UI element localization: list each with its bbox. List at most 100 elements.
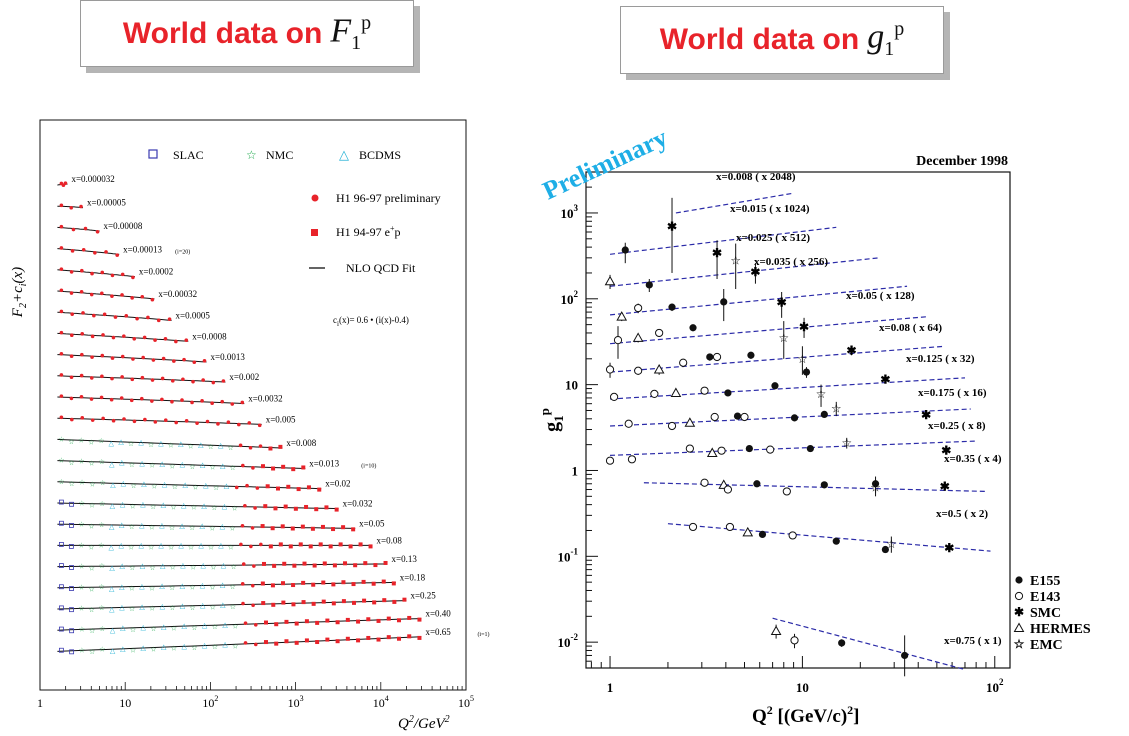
- smc-point: ✱: [941, 444, 951, 458]
- fixed-target-point: ☆: [170, 564, 176, 572]
- e143-point: [1014, 591, 1024, 601]
- h1-ep-point: [281, 464, 286, 469]
- h1-ep-point: [278, 542, 283, 547]
- left-series-label: x=0.005: [266, 414, 296, 424]
- e155-point: [820, 410, 828, 419]
- h1-ep-point: [382, 598, 387, 603]
- h1-ep-point: [402, 597, 407, 602]
- fixed-target-point: △: [221, 561, 227, 569]
- h1-prelim-point: [59, 203, 64, 208]
- right-x-tick-label: 102: [986, 677, 1004, 695]
- h1-prelim-point: [69, 333, 74, 337]
- h1-ep-point: [306, 485, 311, 490]
- right-fit-line: [609, 377, 966, 400]
- slac-point: [58, 626, 64, 632]
- h1-prelim-point: [135, 316, 139, 321]
- h1-ep-point: [386, 635, 391, 640]
- nmc-point: ☆: [88, 543, 94, 551]
- fixed-target-point: △: [119, 541, 125, 549]
- h1-prelim-point: [59, 373, 64, 377]
- h1-prelim-point: [174, 339, 178, 344]
- h1-ep-point: [293, 506, 298, 511]
- h1-prelim-point: [182, 357, 186, 362]
- hermes-point: [616, 311, 628, 321]
- smc-point: ✱: [750, 265, 760, 279]
- fixed-target-point: ☆: [150, 625, 156, 633]
- fixed-target-point: ☆: [188, 543, 194, 551]
- nmc-point: ☆: [79, 625, 85, 633]
- fixed-target-point: △: [119, 603, 125, 611]
- fixed-target-point: △: [141, 480, 147, 488]
- h1-prelim-point: [192, 360, 197, 365]
- h1-ep-point: [272, 563, 277, 568]
- h1-prelim-point: [81, 311, 85, 315]
- right-y-tick-label: 10-2: [558, 632, 579, 650]
- h1-ep-point: [371, 581, 376, 586]
- slac-point: [69, 565, 74, 570]
- fixed-target-point: ☆: [129, 585, 135, 593]
- h1-ep-point: [300, 524, 305, 529]
- left-series-label: x=0.0002: [139, 267, 173, 277]
- right-series-label: x=0.015 ( x 1024): [730, 203, 810, 215]
- nmc-point: ☆: [89, 648, 95, 656]
- fixed-target-point: △: [222, 641, 228, 649]
- h1-prelim-point: [230, 402, 235, 406]
- h1-prelim-point: [59, 267, 64, 271]
- fixed-target-point: △: [180, 461, 186, 469]
- h1-prelim-point: [100, 374, 104, 379]
- fixed-target-point: △: [200, 581, 206, 589]
- left-series-label: x=0.0008: [192, 331, 227, 341]
- nmc-point: ☆: [79, 646, 85, 654]
- fixed-target-point: △: [201, 561, 207, 569]
- h1-ep-point: [335, 639, 340, 644]
- left-x-tick-label: 104: [373, 694, 389, 710]
- nmc-point: ☆: [58, 457, 64, 465]
- right-fit-line: [609, 257, 880, 287]
- h1-ep-point: [351, 527, 356, 532]
- bcdms-point: △: [109, 564, 115, 572]
- e143-point: [613, 336, 623, 345]
- fixed-target-point: ☆: [210, 603, 216, 611]
- h1-prelim-point: [216, 422, 220, 426]
- left-series-note: (i=1): [477, 631, 489, 638]
- legend-bcdms-marker: △: [339, 147, 349, 162]
- h1-prelim-point: [237, 422, 241, 427]
- h1-prelim-point: [120, 375, 124, 379]
- nmc-point: ☆: [68, 459, 74, 467]
- emc-point: ☆: [831, 401, 842, 415]
- left-fit-curve: [57, 248, 120, 255]
- h1-ep-point: [283, 504, 288, 509]
- e143-point: [655, 328, 664, 338]
- h1-prelim-point: [251, 466, 255, 470]
- h1-ep-point: [312, 563, 317, 568]
- h1-prelim-point: [120, 293, 124, 297]
- e155-point: [881, 545, 889, 554]
- fixed-target-point: ☆: [169, 524, 175, 532]
- h1-prelim-point: [99, 395, 104, 400]
- h1-prelim-point: [80, 416, 85, 420]
- emc-point: ☆: [816, 387, 827, 401]
- h1-ep-point: [341, 580, 346, 585]
- h1-prelim-point: [172, 359, 176, 363]
- h1-prelim-point: [238, 443, 243, 448]
- h1-prelim-point: [191, 379, 195, 384]
- h1-prelim-point: [59, 246, 64, 250]
- nmc-point: ☆: [99, 458, 105, 466]
- e155-point: [733, 412, 742, 420]
- h1-ep-point: [294, 621, 299, 626]
- e143-point: [700, 386, 709, 395]
- e155-point: [832, 537, 840, 545]
- fixed-target-point: ☆: [128, 543, 134, 551]
- right-series-label: x=0.75 ( x 1): [944, 635, 1002, 647]
- right-title-text: World data on: [659, 23, 860, 56]
- fixed-target-point: △: [200, 602, 206, 610]
- fixed-target-point: ☆: [150, 503, 156, 511]
- h1-prelim-point: [89, 397, 94, 401]
- h1-prelim-point: [59, 394, 64, 398]
- slac-point: [69, 649, 75, 655]
- h1-ep-point: [373, 563, 378, 568]
- h1-prelim-point: [156, 318, 161, 323]
- emc-point: ☆: [886, 537, 897, 551]
- h1-ep-point: [417, 617, 422, 622]
- h1-ep-point: [331, 582, 336, 587]
